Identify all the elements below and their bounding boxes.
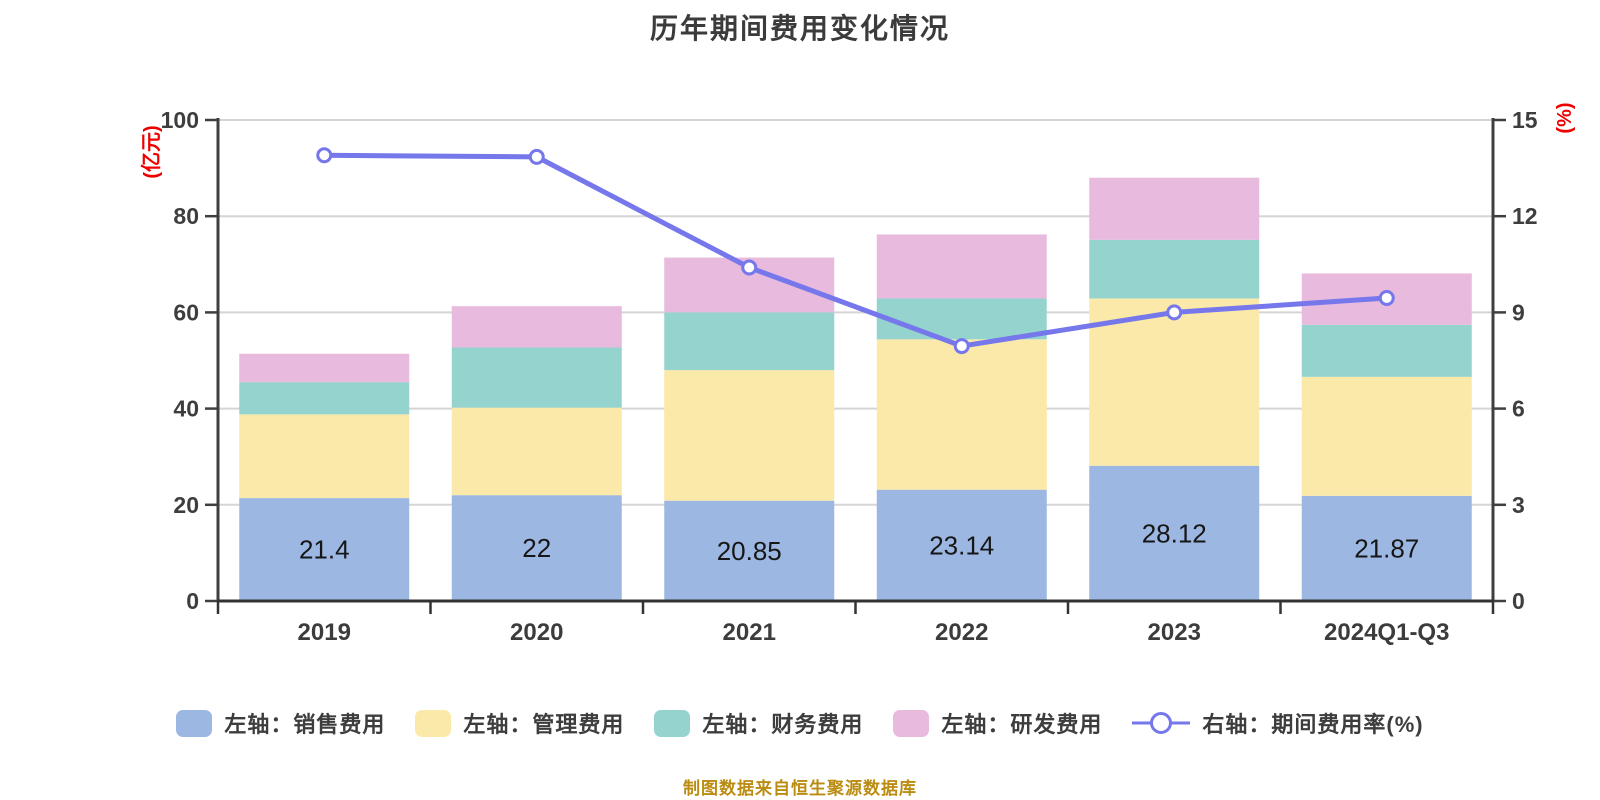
- x-axis-label-2019: 2019: [298, 619, 351, 646]
- rate-line-marker: [1378, 289, 1395, 306]
- left-axis-tick-label: 60: [173, 299, 199, 325]
- bar-segment-3-2019: [239, 353, 410, 383]
- rate-line-marker: [741, 259, 758, 276]
- legend: 左轴：销售费用 左轴：管理费用 左轴：财务费用 左轴：研发费用 右轴：期间费用率(%): [0, 707, 1600, 739]
- bar-segment-3-2022: [876, 234, 1047, 299]
- right-axis: 0 3 6 9 12 15 (%): [1491, 102, 1576, 614]
- bar-segment-3-2020: [451, 306, 622, 348]
- legend-item-bar-3[interactable]: 左轴：研发费用: [893, 707, 1102, 739]
- right-axis-tick-label: 9: [1512, 299, 1525, 325]
- x-axis-label-2021: 2021: [723, 619, 776, 646]
- legend-label: 左轴：管理费用: [463, 712, 625, 737]
- legend-label: 右轴：期间费用率(%): [1202, 712, 1424, 737]
- legend-item-bar-1[interactable]: 左轴：管理费用: [415, 707, 624, 739]
- bar-segment-1-2021: [664, 370, 835, 501]
- bar-segment-1-2024Q1-Q3: [1301, 376, 1472, 496]
- left-axis-title: (亿元): [139, 125, 163, 178]
- line-marker-icon: [1132, 712, 1191, 734]
- x-axis-label-2022: 2022: [935, 619, 988, 646]
- legend-swatch-icon: [176, 709, 213, 737]
- rate-line-marker: [1166, 304, 1183, 321]
- right-axis-tick-label: 0: [1512, 588, 1525, 614]
- legend-item-bar-2[interactable]: 左轴：财务费用: [654, 707, 863, 739]
- left-axis-tick-label: 80: [173, 203, 199, 229]
- bar-segment-1-2022: [876, 339, 1047, 490]
- bars: [239, 177, 1472, 601]
- x-axis-label-2024Q1-Q3: 2024Q1-Q3: [1324, 619, 1449, 646]
- x-axis-label-2020: 2020: [510, 619, 563, 646]
- legend-item-line[interactable]: 右轴：期间费用率(%): [1132, 707, 1423, 739]
- bar-segment-2-2019: [239, 382, 410, 415]
- legend-label: 左轴：销售费用: [224, 712, 386, 737]
- x-axis: 2019 2020 2021 2022 2023 2024Q1-Q3: [216, 599, 1495, 646]
- bar-segment-0-2021: [664, 500, 835, 601]
- left-axis-tick-label: 40: [173, 396, 199, 422]
- bar-value-label: 22: [522, 533, 551, 563]
- legend-label: 左轴：财务费用: [702, 712, 864, 737]
- left-axis-tick-label: 0: [186, 588, 199, 614]
- bar-segment-2-2022: [876, 298, 1047, 340]
- chart-title: 历年期间费用变化情况: [649, 13, 950, 44]
- bar-value-labels: 21.4 22 20.85 23.14 28.12 21.87: [299, 518, 1419, 565]
- left-axis: 0 20 40 60 80 100(亿元): [139, 107, 220, 614]
- right-axis-tick-label: 15: [1512, 107, 1538, 133]
- bar-segment-2-2024Q1-Q3: [1301, 324, 1472, 377]
- legend-swatch-icon: [415, 709, 452, 737]
- rate-line-marker: [316, 147, 333, 164]
- bar-segment-0-2023: [1089, 465, 1260, 601]
- rate-line-marker: [528, 148, 545, 165]
- bar-value-label: 20.85: [717, 536, 782, 566]
- bar-segment-1-2019: [239, 414, 410, 499]
- right-axis-title: (%): [1554, 102, 1576, 133]
- bar-value-label: 28.12: [1142, 518, 1207, 548]
- right-axis-tick-label: 6: [1512, 396, 1525, 422]
- right-axis-tick-label: 3: [1512, 492, 1525, 518]
- bar-value-label: 23.14: [929, 530, 994, 560]
- bar-segment-3-2023: [1089, 177, 1260, 240]
- x-axis-label-2023: 2023: [1148, 619, 1201, 646]
- bar-segment-0-2020: [451, 495, 622, 601]
- right-axis-tick-label: 12: [1512, 203, 1538, 229]
- bar-segment-0-2024Q1-Q3: [1301, 495, 1472, 601]
- bar-value-label: 21.4: [299, 535, 350, 565]
- gridlines: [218, 119, 1493, 506]
- rate-line-path: [321, 152, 1390, 349]
- bar-segment-2-2020: [451, 347, 622, 408]
- bar-value-label: 21.87: [1354, 533, 1419, 563]
- legend-item-bar-0[interactable]: 左轴：销售费用: [176, 707, 385, 739]
- bar-segment-1-2023: [1089, 298, 1260, 466]
- legend-swatch-icon: [893, 709, 930, 737]
- rate-line: [316, 147, 1395, 355]
- bar-segment-1-2020: [451, 407, 622, 496]
- bar-segment-0-2022: [876, 489, 1047, 601]
- left-axis-tick-label: 20: [173, 492, 199, 518]
- bar-segment-2-2023: [1089, 239, 1260, 299]
- source-note: 制图数据来自恒生聚源数据库: [683, 779, 917, 798]
- rate-line-marker: [953, 338, 970, 355]
- left-axis-tick-label: 100: [161, 107, 199, 133]
- legend-swatch-icon: [654, 709, 691, 737]
- bar-segment-0-2019: [239, 498, 410, 601]
- bar-segment-2-2021: [664, 312, 835, 371]
- legend-label: 左轴：研发费用: [941, 712, 1103, 737]
